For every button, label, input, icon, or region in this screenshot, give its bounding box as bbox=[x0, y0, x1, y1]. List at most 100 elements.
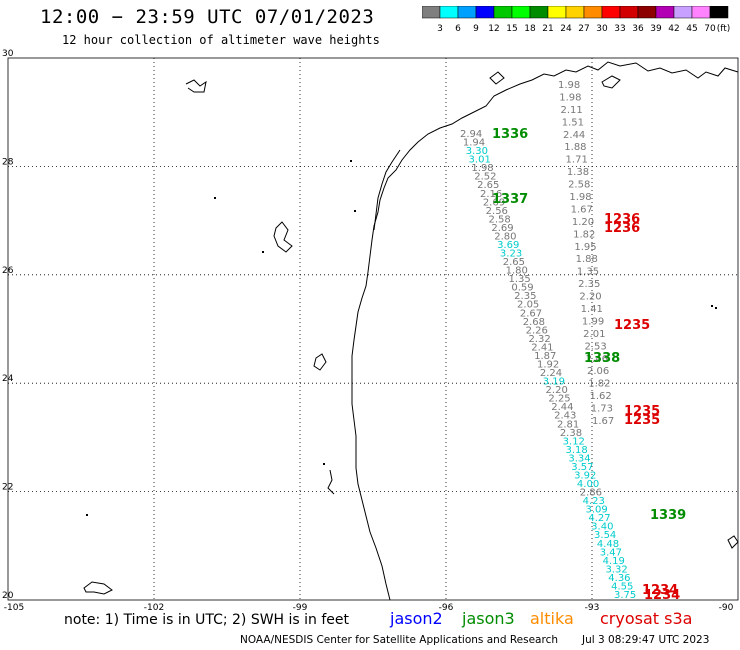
swh-value-label: 3.75 bbox=[614, 590, 636, 601]
colorbar-tick-label: 21 bbox=[542, 24, 553, 34]
swh-value-label: 1.82 bbox=[573, 229, 595, 240]
colorbar-tick-label: 9 bbox=[473, 24, 479, 34]
swh-value-label: 2.05 bbox=[517, 300, 539, 311]
swh-value-label: 1.94 bbox=[463, 138, 485, 149]
axis-labels: 30 28 26 24 22 20 -105 -102 -99 -96 -93 -90 bbox=[2, 49, 734, 613]
swh-value-label: 2.20 bbox=[579, 292, 601, 303]
swh-value-label: 1.98 bbox=[559, 92, 581, 103]
longitude-label: -105 bbox=[4, 603, 24, 613]
swh-value-label: 1.35 bbox=[508, 274, 530, 285]
colorbar-tick-label: 3 bbox=[437, 24, 443, 34]
colorbar-unit-label: (ft) bbox=[717, 24, 731, 34]
longitude-label: -99 bbox=[293, 603, 308, 613]
swh-value-label: 2.58 bbox=[489, 214, 511, 225]
latitude-label: 28 bbox=[2, 157, 14, 167]
swh-value-label: 4.36 bbox=[608, 573, 630, 584]
swh-value-label: 2.41 bbox=[531, 342, 553, 353]
swh-value-label: 3.30 bbox=[466, 146, 488, 157]
swh-value-label: 2.65 bbox=[503, 257, 525, 268]
legend-jason3: jason3 bbox=[462, 609, 515, 628]
swh-value-label: 2.56 bbox=[486, 206, 508, 217]
colorbar-tick-label: 18 bbox=[524, 24, 536, 34]
colorbar-tick-label: 39 bbox=[650, 24, 662, 34]
swh-value-label: 4.19 bbox=[603, 556, 625, 567]
swh-value-label: 3.23 bbox=[500, 249, 522, 260]
map-subtitle: 12 hour collection of altimeter wave hei… bbox=[62, 33, 380, 47]
swh-value-label: 2.24 bbox=[540, 368, 562, 379]
legend-jason2: jason2 bbox=[390, 609, 443, 628]
swh-value-label: 1.62 bbox=[589, 391, 611, 402]
swh-value-label: 2.35 bbox=[514, 291, 536, 302]
swh-value-label: 3.47 bbox=[600, 547, 622, 558]
swh-value-label: 2.46 bbox=[586, 354, 608, 365]
swh-value-label: 1.67 bbox=[571, 204, 593, 215]
swh-value-label: 3.01 bbox=[469, 155, 491, 166]
colorbar-tick-label: 42 bbox=[668, 24, 679, 34]
map-frame bbox=[7, 57, 739, 601]
colorbar-tick-label: 24 bbox=[560, 24, 572, 34]
swh-value-label: 1.73 bbox=[591, 404, 613, 415]
swh-value-label: 1.35 bbox=[577, 267, 599, 278]
swh-value-label: 2.38 bbox=[560, 428, 582, 439]
pass-number-label: 1337 bbox=[492, 192, 528, 207]
pass-number-label: 1339 bbox=[650, 508, 686, 523]
altimeter-track-east: 1.981.982.111.512.441.881.711.382.581.98… bbox=[558, 80, 614, 427]
latitude-label: 24 bbox=[2, 374, 14, 384]
longitude-label: -96 bbox=[439, 603, 454, 613]
swh-value-label: 1.98 bbox=[471, 163, 493, 174]
swh-value-label: 1.88 bbox=[576, 254, 598, 265]
swh-value-label: 1.71 bbox=[566, 155, 588, 166]
swh-value-label: 3.34 bbox=[568, 453, 590, 464]
swh-value-label: 1.67 bbox=[592, 416, 614, 427]
swh-value-label: 4.23 bbox=[583, 496, 605, 507]
swh-value-label: 1.92 bbox=[537, 360, 559, 371]
longitude-label: -90 bbox=[719, 603, 734, 613]
swh-value-label: 3.18 bbox=[566, 445, 588, 456]
colorbar-tick-label: 12 bbox=[488, 24, 499, 34]
swh-value-label: 2.86 bbox=[580, 488, 602, 499]
swh-value-label: 3.92 bbox=[574, 470, 596, 481]
swh-value-label: 2.20 bbox=[546, 385, 568, 396]
pass-number-label: 1336 bbox=[492, 127, 528, 142]
pass-labels: 1336133713381339123612361235123512351234… bbox=[492, 127, 686, 603]
swh-value-label: 1.95 bbox=[574, 242, 596, 253]
swh-value-label: 2.25 bbox=[548, 394, 570, 405]
generation-timestamp: Jul 3 08:29:47 UTC 2023 bbox=[582, 634, 710, 646]
swh-value-label: 2.26 bbox=[526, 325, 548, 336]
colorbar-swatch bbox=[709, 6, 729, 19]
swh-value-label: 2.16 bbox=[480, 189, 502, 200]
swh-value-label: 2.43 bbox=[554, 411, 576, 422]
pass-number-label: 1234 bbox=[644, 588, 680, 603]
swh-value-label: 2.44 bbox=[563, 130, 585, 141]
map-title: 12:00 − 23:59 UTC 07/01/2023 bbox=[40, 6, 375, 28]
swh-value-label: 4.55 bbox=[611, 581, 633, 592]
swh-value-label: 1.82 bbox=[588, 379, 610, 390]
colorbar-tick-label: 45 bbox=[686, 24, 697, 34]
swh-value-label: 2.69 bbox=[491, 223, 513, 234]
swh-value-label: 1.41 bbox=[581, 304, 603, 315]
pass-number-label: 1338 bbox=[584, 351, 620, 366]
colorbar-tick-label: 30 bbox=[596, 24, 608, 34]
longitude-label: -102 bbox=[144, 603, 164, 613]
swh-value-label: 1.87 bbox=[534, 351, 556, 362]
swh-value-label: 3.12 bbox=[563, 436, 585, 447]
swh-value-label: 1.99 bbox=[582, 316, 604, 327]
swh-value-label: 3.19 bbox=[543, 377, 565, 388]
graticule bbox=[8, 58, 738, 600]
swh-value-label: 4.27 bbox=[588, 513, 610, 524]
wave-height-colorbar: 3 6 9 12 15 18 21 24 27 30 33 36 39 42 45 70 (ft) bbox=[422, 6, 731, 34]
swh-value-label: 3.32 bbox=[605, 564, 627, 575]
swh-value-label: 3.54 bbox=[594, 530, 616, 541]
swh-value-label: 4.00 bbox=[577, 479, 599, 490]
colorbar-tick-label: 70 bbox=[704, 24, 716, 34]
coastline bbox=[83, 61, 739, 601]
latitude-label: 30 bbox=[2, 49, 14, 59]
swh-value-label: 3.57 bbox=[571, 462, 593, 473]
swh-value-label: 2.53 bbox=[584, 341, 606, 352]
swh-value-label: 2.11 bbox=[561, 105, 583, 116]
colorbar-tick-label: 33 bbox=[614, 24, 625, 34]
swh-value-label: 3.09 bbox=[585, 505, 607, 516]
credit-line: NOAA/NESDIS Center for Satellite Applica… bbox=[240, 634, 558, 646]
pass-number-label: 1235 bbox=[624, 404, 660, 419]
inland-water-marks bbox=[86, 160, 717, 516]
